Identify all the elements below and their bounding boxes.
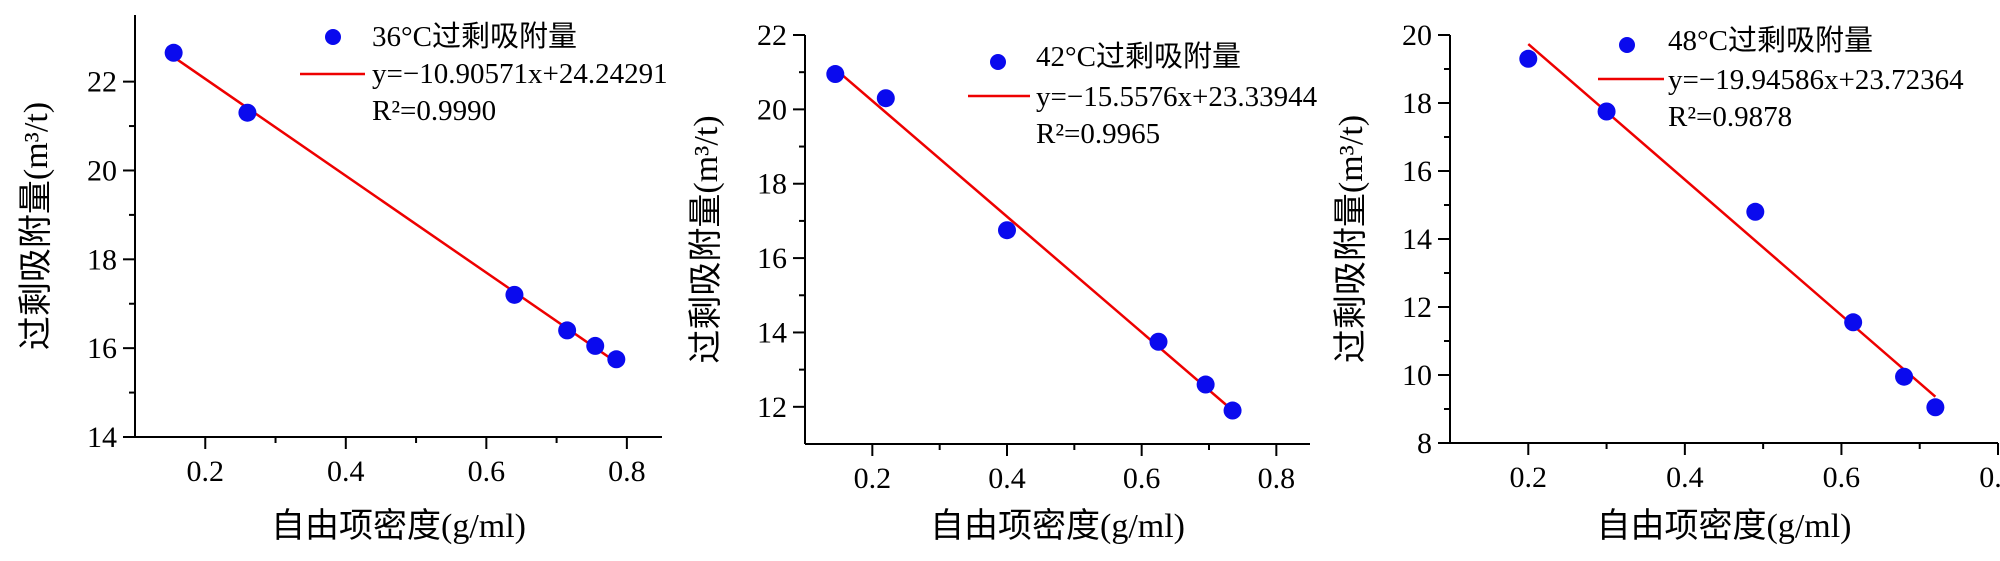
legend-scatter-label: 48°C过剩吸附量 <box>1668 24 1873 57</box>
data-point <box>558 321 577 340</box>
y-tick-label: 18 <box>1402 87 1432 120</box>
chart-panel-3: 0.2 0.4 0.6 0.8 8 10 12 14 16 18 20 自由项密度(g/ml) 过剩吸附… <box>1332 19 2000 545</box>
data-point <box>1149 332 1168 351</box>
y-tick-label: 14 <box>1402 223 1432 256</box>
data-point <box>876 89 895 108</box>
y-tick-label: 18 <box>87 243 117 276</box>
y-tick-label: 20 <box>1402 19 1432 52</box>
x-tick-label: 0.4 <box>327 455 365 488</box>
data-point <box>1519 49 1538 68</box>
data-point <box>164 43 183 62</box>
legend-marker-dot <box>1619 37 1635 53</box>
legend-equation: y=−10.90571x+24.24291 <box>372 58 668 90</box>
data-point <box>1844 313 1863 332</box>
data-point <box>1223 401 1242 420</box>
data-point <box>1597 102 1616 121</box>
legend: 48°C过剩吸附量 y=−19.94586x+23.72364 R²=0.9878 <box>1598 24 1964 133</box>
legend: 36°C过剩吸附量 y=−10.90571x+24.24291 R²=0.9990 <box>300 20 668 127</box>
data-point <box>505 285 524 304</box>
x-tick-label: 0.8 <box>1258 462 1296 495</box>
y-tick-label: 22 <box>87 66 117 99</box>
legend-equation: y=−19.94586x+23.72364 <box>1668 64 1964 96</box>
y-tick-label: 16 <box>757 242 787 275</box>
x-tick-label: 0.6 <box>1823 461 1861 494</box>
y-tick-label: 16 <box>1402 155 1432 188</box>
y-tick-label: 16 <box>87 332 117 365</box>
x-tick-label: 0.6 <box>1123 462 1161 495</box>
data-point <box>998 221 1016 240</box>
data-point <box>238 103 257 122</box>
y-axis-label: 过剩吸附量(m³/t) <box>1332 115 1370 363</box>
legend-scatter-label: 36°C过剩吸附量 <box>372 20 577 53</box>
y-tick-label: 10 <box>1402 359 1432 392</box>
legend-equation: y=−15.5576x+23.33944 <box>1036 81 1318 113</box>
y-tick-label: 14 <box>757 316 787 349</box>
data-point <box>1196 375 1215 394</box>
y-tick-label: 20 <box>757 93 787 126</box>
data-point <box>607 350 626 369</box>
data-point <box>586 336 605 355</box>
legend-scatter-label: 42°C过剩吸附量 <box>1036 40 1241 73</box>
x-axis-label: 自由项密度(g/ml) <box>930 507 1185 545</box>
x-tick-label: 0.4 <box>988 462 1026 495</box>
y-axis-label: 过剩吸附量(m³/t) <box>687 115 725 363</box>
y-tick-label: 12 <box>757 391 787 424</box>
x-tick-label: 0.6 <box>468 455 506 488</box>
chart-panel-1: 0.2 0.4 0.6 0.8 14 16 18 20 22 自由项密度(g/ml) 过剩吸附量(m… <box>17 15 668 545</box>
chart-panel-2: 0.2 0.4 0.6 0.8 12 14 16 18 20 22 自由项密度(g/ml) 过剩吸附量… <box>687 19 1318 545</box>
legend: 42°C过剩吸附量 y=−15.5576x+23.33944 R²=0.9965 <box>968 40 1318 150</box>
x-tick-label: 0.4 <box>1666 461 1704 494</box>
y-tick-label: 8 <box>1417 427 1432 460</box>
legend-marker-dot <box>325 29 341 45</box>
y-tick-label: 22 <box>757 19 787 52</box>
legend-r2: R²=0.9878 <box>1668 101 1792 133</box>
x-tick-label: 0.8 <box>608 455 646 488</box>
legend-marker-dot <box>990 54 1006 70</box>
legend-r2: R²=0.9990 <box>372 95 496 127</box>
data-point <box>826 65 845 84</box>
y-tick-label: 12 <box>1402 291 1432 324</box>
data-point <box>1746 202 1765 221</box>
data-point <box>1895 367 1914 386</box>
legend-r2: R²=0.9965 <box>1036 118 1160 150</box>
x-tick-label: 0.2 <box>187 455 225 488</box>
y-tick-label: 18 <box>757 168 787 201</box>
y-axis-label: 过剩吸附量(m³/t) <box>17 102 55 350</box>
x-tick-label: 0.2 <box>854 462 892 495</box>
x-tick-label: 0.2 <box>1510 461 1548 494</box>
y-tick-label: 20 <box>87 154 117 187</box>
fit-line <box>834 68 1234 412</box>
fit-line <box>1527 43 1937 398</box>
x-tick-label: 0.8 <box>1979 461 2000 494</box>
y-tick-label: 14 <box>87 421 117 454</box>
x-axis-label: 自由项密度(g/ml) <box>1597 507 1852 545</box>
x-axis-label: 自由项密度(g/ml) <box>271 507 526 545</box>
data-point <box>1926 398 1945 417</box>
